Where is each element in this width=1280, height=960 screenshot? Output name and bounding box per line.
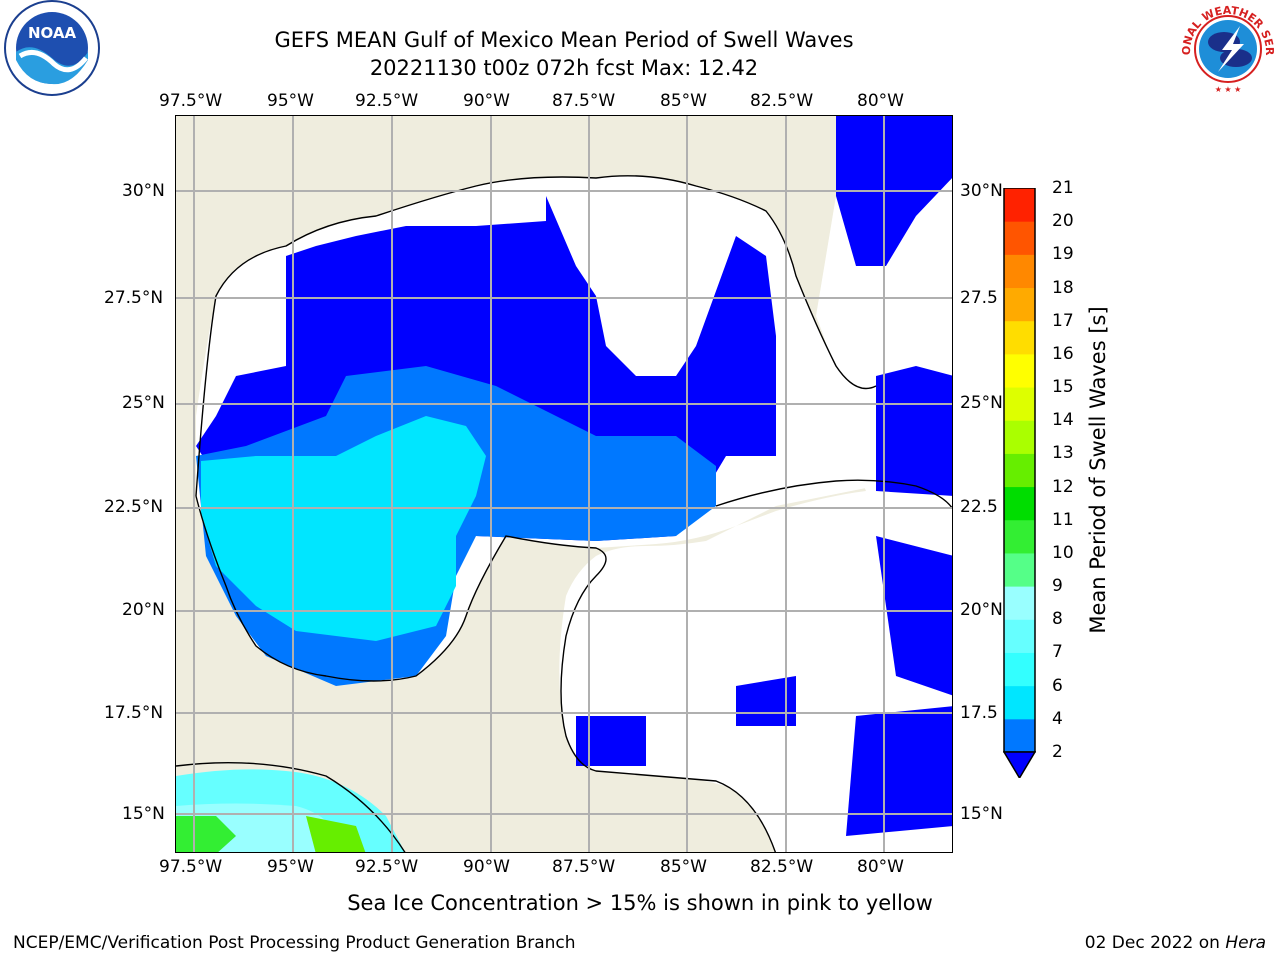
map-panel xyxy=(175,115,953,853)
coastline xyxy=(715,479,952,510)
colorbar-cell xyxy=(1004,486,1035,521)
lon-label-bottom: 85°W xyxy=(660,857,707,877)
colorbar-tick-label: 15 xyxy=(1052,377,1074,398)
colorbar-tick-label: 12 xyxy=(1052,476,1074,497)
graticule xyxy=(176,116,952,852)
lat-label-right: 25°N xyxy=(960,393,1003,413)
date-text: 02 Dec 2022 on Hera xyxy=(1085,933,1266,953)
lat-label-left: 15°N xyxy=(122,804,165,824)
colorbar-cell xyxy=(1004,254,1035,289)
lon-label-top: 80°W xyxy=(857,91,904,111)
colorbar-cell xyxy=(1004,685,1035,720)
colorbar-tick-label: 6 xyxy=(1052,675,1063,696)
date-value: 02 Dec 2022 on xyxy=(1084,933,1220,953)
colorbar-tick-label: 18 xyxy=(1052,277,1074,298)
lat-label-left: 20°N xyxy=(122,600,165,620)
svg-text:NOAA: NOAA xyxy=(28,24,77,42)
colorbar-tick-label: 19 xyxy=(1052,244,1074,265)
colorbar-tick-label: 14 xyxy=(1052,410,1074,431)
coastline xyxy=(195,175,877,497)
colorbar-cell xyxy=(1004,221,1035,255)
lon-label-bottom: 95°W xyxy=(267,857,314,877)
lat-label-right: 15°N xyxy=(960,804,1003,824)
chart-title: GEFS MEAN Gulf of Mexico Mean Period of … xyxy=(274,28,854,52)
colorbar-tick-label: 8 xyxy=(1052,609,1063,630)
lat-label-right: 22.5 xyxy=(960,497,998,517)
colorbar-cell xyxy=(1004,519,1035,554)
footnote: Sea Ice Concentration > 15% is shown in … xyxy=(347,891,933,915)
lat-label-left: 17.5°N xyxy=(104,703,164,723)
lon-label-top: 95°W xyxy=(267,91,314,111)
colorbar-tick-label: 9 xyxy=(1052,576,1063,597)
colorbar-cell xyxy=(1004,453,1035,488)
colorbar-tick-label: 4 xyxy=(1052,708,1063,729)
lon-label-bottom: 90°W xyxy=(463,857,510,877)
swell-band-pacific xyxy=(306,816,366,852)
lat-label-left: 22.5°N xyxy=(104,497,164,517)
lon-label-top: 97.5°W xyxy=(159,91,223,111)
noaa-logo: NOAA xyxy=(2,0,102,100)
swell-band-2-4 xyxy=(846,706,952,836)
swell-band-6-7 xyxy=(201,416,486,641)
lon-label-top: 85°W xyxy=(660,91,707,111)
swell-band-2-4 xyxy=(876,536,952,696)
colorbar-cell xyxy=(1004,188,1035,222)
colorbar-tick-label: 2 xyxy=(1052,742,1063,762)
lon-label-bottom: 80°W xyxy=(857,857,904,877)
colorbar-cell xyxy=(1004,320,1035,355)
colorbar-cell xyxy=(1004,552,1035,587)
lon-label-top: 92.5°W xyxy=(355,91,419,111)
colorbar-title: Mean Period of Swell Waves [s] xyxy=(1086,306,1110,634)
lat-label-left: 27.5°N xyxy=(104,288,164,308)
colorbar-cell xyxy=(1004,718,1035,753)
lon-label-bottom: 87.5°W xyxy=(552,857,616,877)
colorbar-cell xyxy=(1004,652,1035,687)
lon-label-bottom: 82.5°W xyxy=(750,857,814,877)
colorbar-tick-label: 11 xyxy=(1052,509,1074,530)
colorbar-tick-label: 7 xyxy=(1052,642,1063,663)
lat-label-left: 25°N xyxy=(122,393,165,413)
lat-label-right: 20°N xyxy=(960,600,1003,620)
colorbar-cell xyxy=(1004,287,1035,322)
swell-band-pacific xyxy=(176,816,236,852)
colorbar-cell xyxy=(1004,353,1035,388)
colorbar-tick-label: 17 xyxy=(1052,310,1074,331)
colorbar-cell xyxy=(1004,387,1035,421)
swell-period-map xyxy=(176,116,952,852)
lon-label-top: 82.5°W xyxy=(750,91,814,111)
colorbar-tick-label: 20 xyxy=(1052,211,1074,232)
colorbar-cell xyxy=(1004,619,1035,653)
lon-label-bottom: 92.5°W xyxy=(355,857,419,877)
colorbar-tick-label: 10 xyxy=(1052,542,1074,563)
colorbar xyxy=(1003,188,1036,778)
lat-label-right: 17.5 xyxy=(960,703,998,723)
coastline xyxy=(195,495,777,852)
colorbar-tick-label: 21 xyxy=(1052,178,1074,198)
lon-label-top: 87.5°W xyxy=(552,91,616,111)
chart-subtitle: 20221130 t00z 072h fcst Max: 12.42 xyxy=(369,56,759,80)
colorbar-cell xyxy=(1004,586,1035,620)
svg-text:★ ★ ★: ★ ★ ★ xyxy=(1215,85,1242,94)
coastline xyxy=(176,761,406,852)
lat-label-right: 30°N xyxy=(960,181,1003,201)
host-name: Hera xyxy=(1225,933,1266,953)
lat-label-left: 30°N xyxy=(122,181,165,201)
colorbar-tick-label: 16 xyxy=(1052,343,1074,364)
swell-band-2-4 xyxy=(876,366,952,496)
lat-label-right: 27.5 xyxy=(960,288,998,308)
lon-label-bottom: 97.5°W xyxy=(159,857,223,877)
swell-band-2-4 xyxy=(576,716,646,766)
lon-label-top: 90°W xyxy=(463,91,510,111)
colorbar-tick-label: 13 xyxy=(1052,443,1074,464)
nws-logo: NATIONAL WEATHER SERVICE ★ ★ ★ xyxy=(1173,0,1278,100)
colorbar-cell xyxy=(1004,420,1035,454)
credit-text: NCEP/EMC/Verification Post Processing Pr… xyxy=(13,933,576,953)
